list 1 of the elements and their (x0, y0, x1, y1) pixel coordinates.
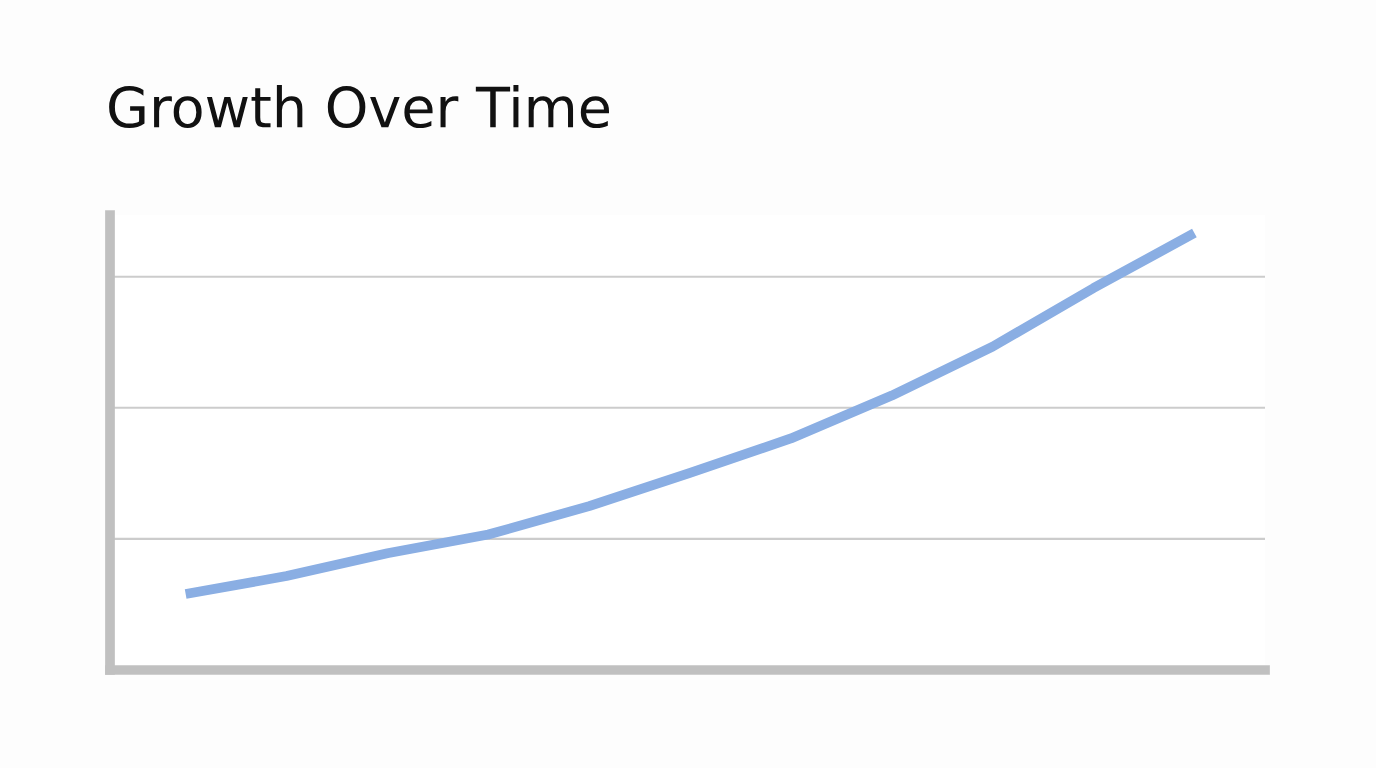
chart-title: Growth Over Time (109, 85, 609, 129)
